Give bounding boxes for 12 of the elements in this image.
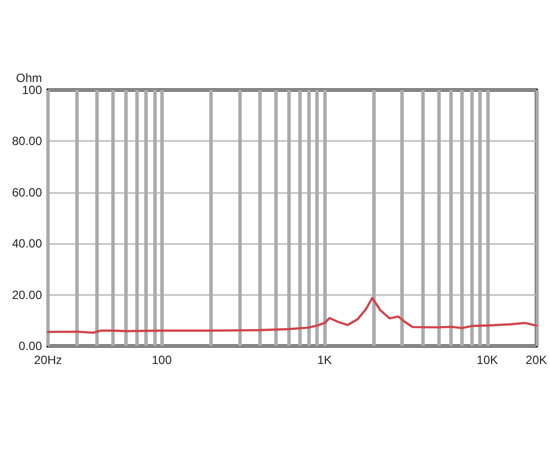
y-tick-label: 60.00 (12, 185, 42, 200)
y-tick-label: 40.00 (12, 236, 42, 251)
y-tick-label: 0.00 (18, 339, 42, 353)
x-tick-label: 20Hz (34, 353, 62, 367)
x-tick-label: 10K (476, 353, 498, 367)
y-axis-title: Ohm (16, 71, 42, 86)
x-tick-label: 20K (526, 353, 548, 367)
y-tick-label: 20.00 (12, 288, 42, 302)
y-tick-label: 80.00 (12, 134, 42, 148)
x-tick-label: 100 (152, 353, 172, 367)
y-tick-label: 100 (22, 83, 42, 97)
x-tick-label: 1K (317, 353, 332, 367)
